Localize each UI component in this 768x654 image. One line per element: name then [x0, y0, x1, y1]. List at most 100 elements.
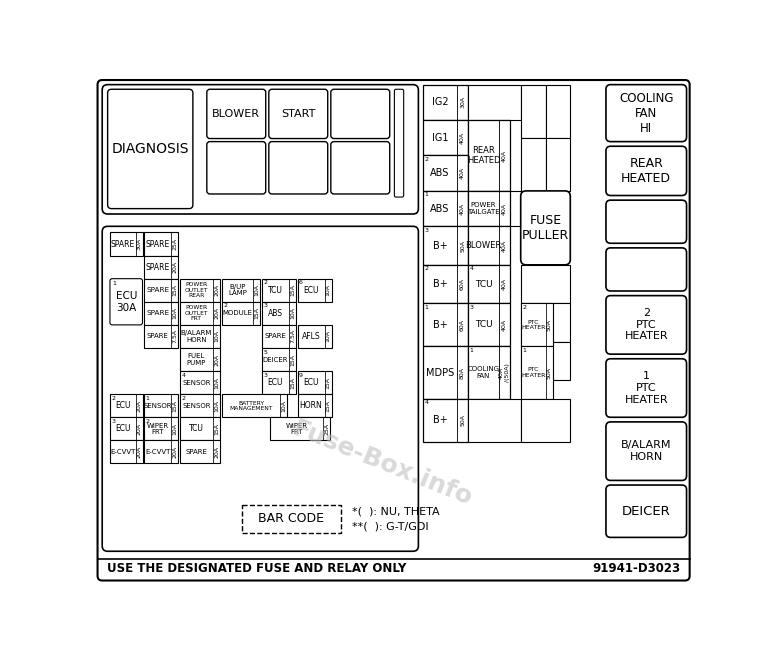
Text: 40A: 40A	[460, 203, 465, 215]
Text: MODULE: MODULE	[223, 311, 253, 317]
Text: 7.5A: 7.5A	[172, 330, 177, 343]
Text: HORN: HORN	[300, 402, 323, 410]
Bar	[144, 279, 178, 301]
Text: 50A: 50A	[460, 415, 465, 426]
FancyBboxPatch shape	[207, 89, 266, 139]
Text: 15A: 15A	[290, 377, 295, 388]
Text: BAR CODE: BAR CODE	[258, 513, 324, 525]
Text: SENSOR: SENSOR	[182, 379, 210, 386]
Text: FUEL
PUMP: FUEL PUMP	[187, 353, 206, 366]
Text: 20A: 20A	[172, 261, 177, 273]
Bar	[468, 265, 510, 303]
Bar	[221, 394, 287, 417]
Bar	[180, 417, 220, 440]
FancyBboxPatch shape	[606, 200, 687, 243]
Text: 1: 1	[469, 348, 473, 353]
Text: USE THE DESIGNATED FUSE AND RELAY ONLY: USE THE DESIGNATED FUSE AND RELAY ONLY	[107, 562, 406, 576]
Text: 2
PTC
HEATER: 2 PTC HEATER	[624, 308, 668, 341]
Text: FUSE
PULLER: FUSE PULLER	[522, 214, 569, 242]
Bar	[521, 303, 571, 342]
Text: 60A: 60A	[460, 319, 465, 331]
FancyBboxPatch shape	[269, 89, 328, 139]
Text: 80A: 80A	[460, 367, 465, 379]
Text: 20A: 20A	[172, 446, 177, 458]
Text: 10A: 10A	[172, 423, 177, 435]
Text: 3: 3	[263, 373, 267, 377]
Text: 15A: 15A	[290, 284, 295, 296]
Text: BLOWER: BLOWER	[465, 241, 502, 250]
FancyBboxPatch shape	[606, 84, 687, 142]
Text: 2: 2	[425, 157, 429, 162]
Text: POWER
OUTLET
FRT: POWER OUTLET FRT	[184, 305, 208, 321]
Bar	[423, 265, 468, 303]
Bar	[297, 371, 332, 394]
Text: TCU: TCU	[475, 279, 492, 288]
Bar	[262, 279, 296, 301]
Text: 3: 3	[425, 228, 429, 233]
Text: START: START	[281, 109, 316, 119]
Text: 1: 1	[522, 348, 526, 353]
Text: BLOWER: BLOWER	[212, 109, 260, 119]
Text: PTC
HEATER: PTC HEATER	[521, 320, 545, 330]
Text: 40A: 40A	[460, 167, 465, 179]
Text: BATTERY
MANAGEMENT: BATTERY MANAGEMENT	[230, 400, 273, 411]
Text: ECU: ECU	[303, 378, 319, 387]
Bar	[297, 394, 332, 417]
FancyBboxPatch shape	[395, 89, 404, 197]
Bar	[468, 347, 510, 399]
Text: 60A: 60A	[460, 278, 465, 290]
Text: ECU: ECU	[268, 378, 283, 387]
Text: 40A
/(50A): 40A /(50A)	[499, 363, 510, 382]
Text: SPARE: SPARE	[264, 334, 286, 339]
Text: COOLING
FAN
HI: COOLING FAN HI	[619, 92, 674, 135]
FancyBboxPatch shape	[98, 80, 690, 581]
Text: TCU: TCU	[189, 424, 204, 434]
Text: 2: 2	[181, 396, 185, 401]
Text: 40A: 40A	[502, 239, 507, 252]
Bar	[423, 84, 468, 120]
Text: 15A: 15A	[326, 400, 330, 412]
Text: IG2: IG2	[432, 97, 449, 107]
Text: 10A: 10A	[281, 400, 286, 412]
Text: 40A: 40A	[460, 131, 465, 144]
Bar	[180, 301, 220, 325]
Bar	[180, 394, 220, 417]
Text: 10A: 10A	[326, 330, 330, 343]
Bar	[180, 279, 220, 301]
Bar	[468, 120, 510, 191]
Text: B+: B+	[432, 320, 448, 330]
Bar	[423, 156, 468, 191]
Bar	[521, 265, 571, 303]
Bar	[423, 347, 468, 399]
Bar	[144, 232, 178, 256]
Bar	[242, 505, 341, 533]
FancyBboxPatch shape	[269, 142, 328, 194]
Text: 15A: 15A	[254, 307, 260, 319]
Text: B+: B+	[432, 279, 448, 289]
Text: ABS: ABS	[268, 309, 283, 318]
Text: 10A: 10A	[214, 377, 219, 388]
Text: SPARE: SPARE	[146, 287, 169, 293]
Text: ECU: ECU	[115, 402, 131, 410]
FancyBboxPatch shape	[606, 248, 687, 291]
Text: 3: 3	[111, 419, 115, 424]
Text: 2: 2	[111, 396, 115, 401]
Text: ECU
30A: ECU 30A	[115, 291, 137, 313]
Text: ECU: ECU	[303, 286, 319, 295]
Text: TCU: TCU	[268, 286, 283, 295]
Bar	[468, 191, 510, 226]
Text: 50A: 50A	[460, 239, 465, 252]
Bar	[144, 325, 178, 348]
Text: MDPS: MDPS	[426, 368, 454, 377]
Text: WIPER
FRT: WIPER FRT	[285, 422, 307, 435]
Text: POWER
TAILGATE: POWER TAILGATE	[467, 202, 500, 215]
Text: 10A: 10A	[290, 307, 295, 319]
FancyBboxPatch shape	[521, 191, 571, 265]
Text: 2: 2	[425, 266, 429, 271]
Text: 9: 9	[299, 373, 303, 377]
Text: AFLS: AFLS	[302, 332, 320, 341]
Bar	[262, 325, 296, 348]
Bar	[423, 226, 468, 265]
Text: SPARE: SPARE	[185, 449, 207, 455]
Text: 2: 2	[223, 303, 227, 308]
